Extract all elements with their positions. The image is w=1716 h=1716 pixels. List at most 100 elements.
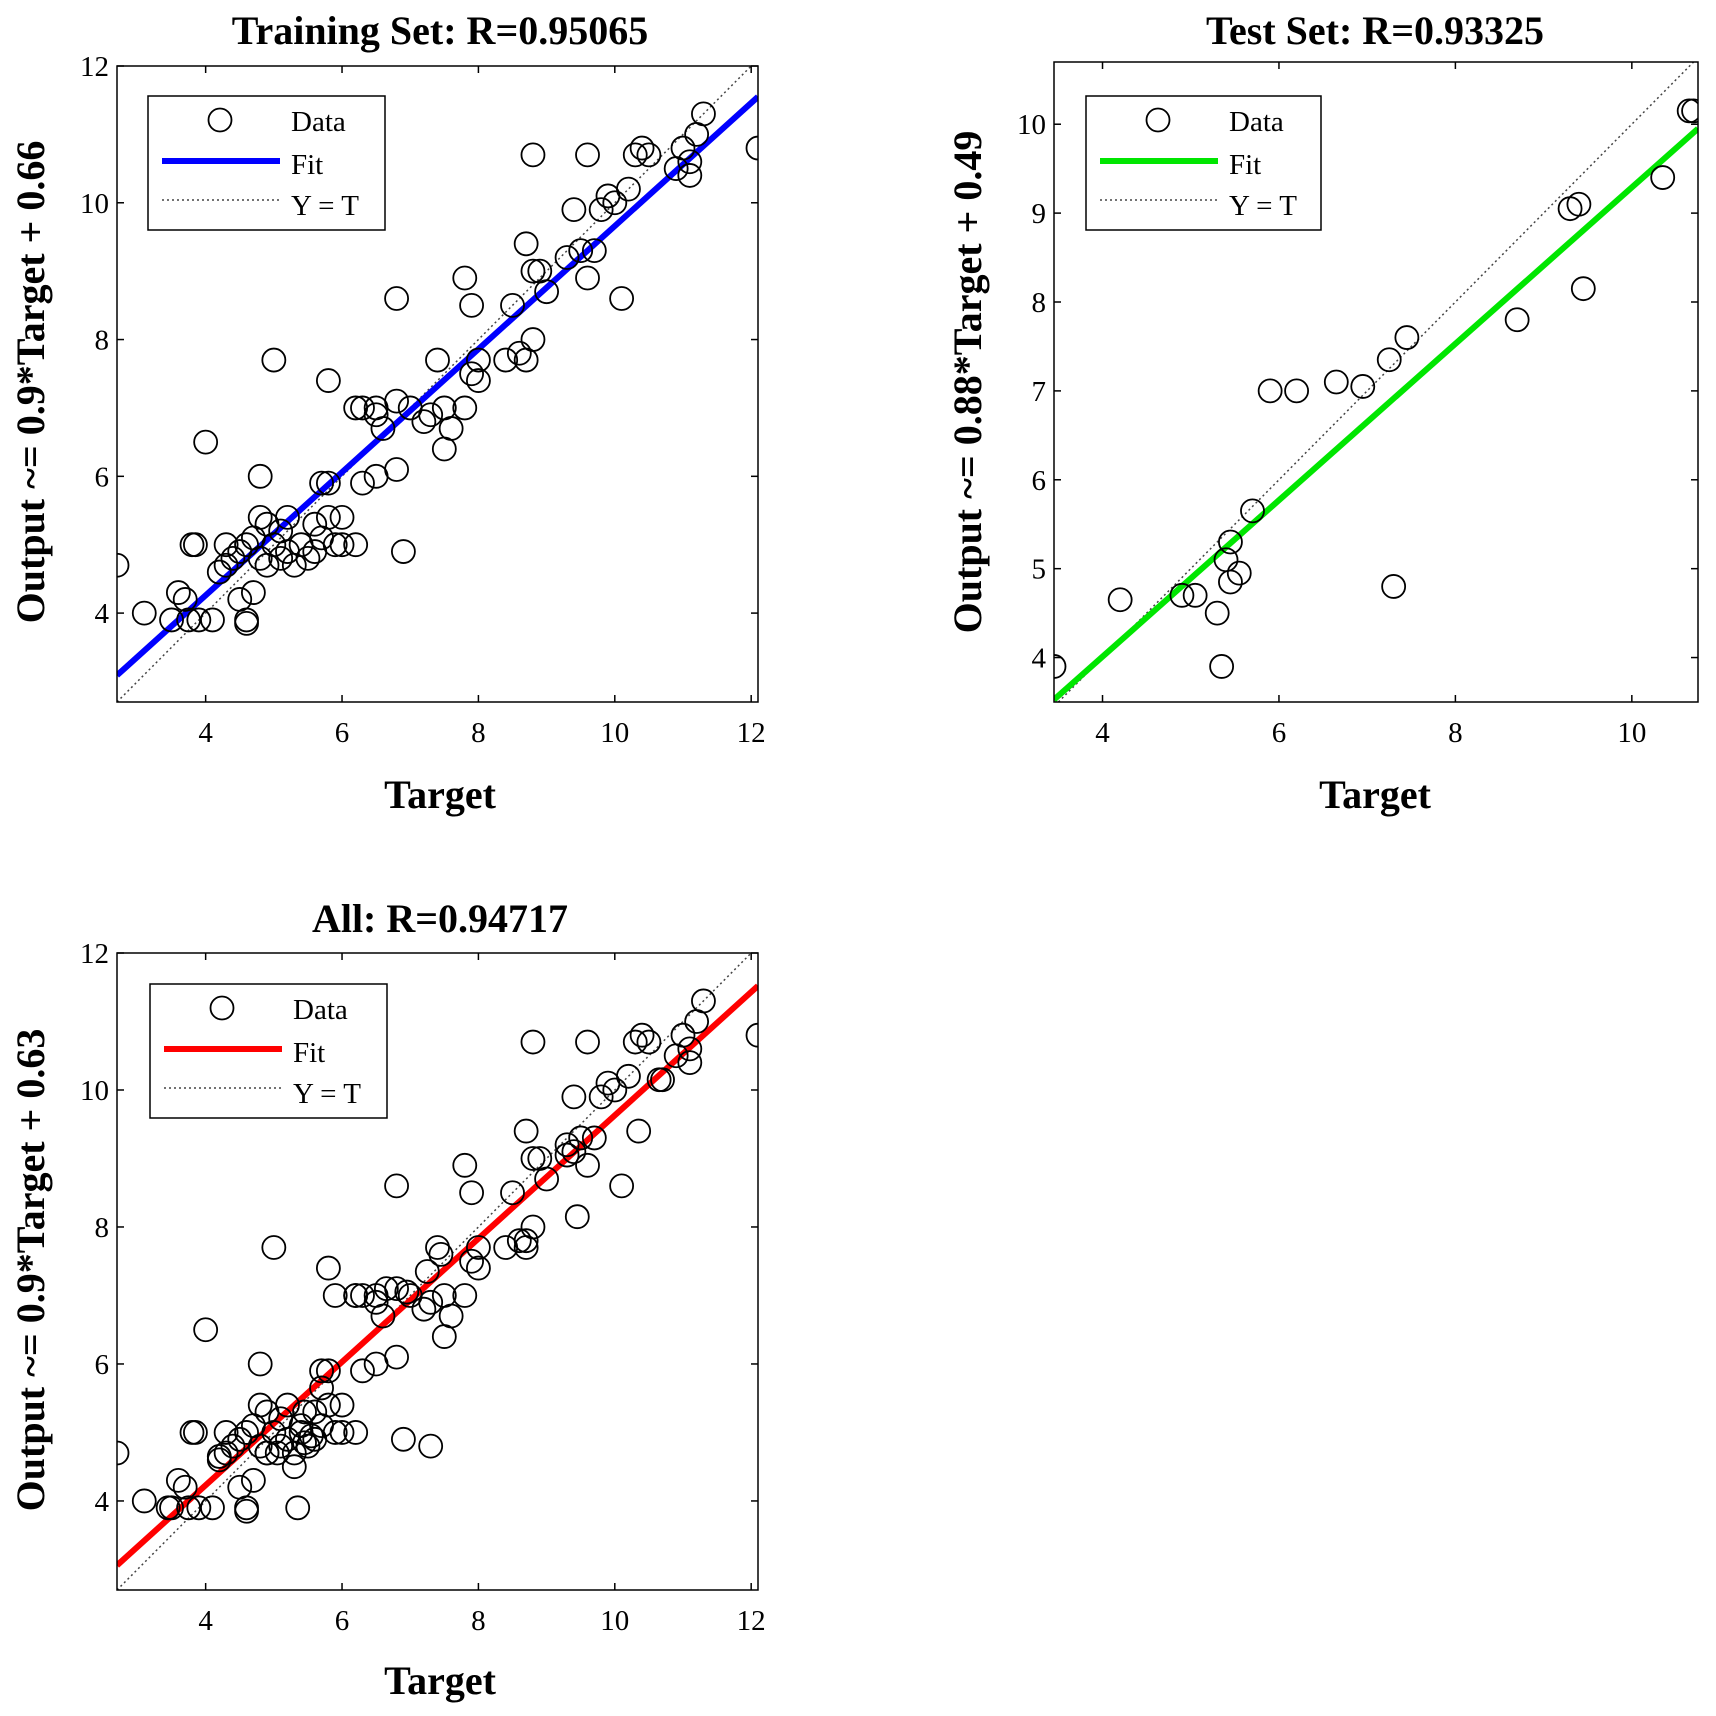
x-tick-label: 10 xyxy=(600,1605,629,1637)
data-point xyxy=(466,1255,491,1281)
data-point xyxy=(391,1426,416,1452)
data-point xyxy=(322,1420,348,1445)
data-point xyxy=(247,1351,273,1377)
data-point xyxy=(350,470,375,496)
data-point xyxy=(285,1495,311,1521)
data-point xyxy=(1323,369,1349,395)
data-point xyxy=(384,1344,409,1370)
data-point xyxy=(131,1488,157,1514)
data-point xyxy=(452,1152,478,1178)
y-tick-label: 12 xyxy=(80,51,109,83)
data-point xyxy=(373,1276,399,1302)
legend-label: Data xyxy=(1229,106,1284,138)
data-point xyxy=(131,600,157,626)
data-point xyxy=(677,1050,703,1075)
data-point xyxy=(670,135,696,161)
data-point xyxy=(459,1248,484,1274)
data-point xyxy=(520,142,546,168)
data-point xyxy=(466,347,491,373)
data-point xyxy=(155,1495,181,1521)
data-point xyxy=(493,347,519,373)
data-point xyxy=(414,1259,440,1284)
data-point xyxy=(234,610,259,636)
data-point xyxy=(213,1440,239,1466)
data-point xyxy=(261,347,287,373)
data-point xyxy=(302,1399,328,1425)
data-point xyxy=(564,1204,590,1230)
data-point xyxy=(247,545,273,571)
data-point xyxy=(1376,347,1402,373)
data-point xyxy=(213,532,239,558)
y-tick-label: 4 xyxy=(95,598,110,630)
data-point xyxy=(1650,165,1676,190)
data-point xyxy=(315,368,341,393)
data-point xyxy=(459,292,484,318)
data-point xyxy=(247,1433,273,1459)
data-point xyxy=(292,1399,317,1425)
y-tick-label: 12 xyxy=(80,938,109,970)
data-point xyxy=(438,416,464,441)
data-point xyxy=(1257,378,1283,404)
y-tick-label: 8 xyxy=(1032,287,1047,319)
data-point xyxy=(350,1358,375,1384)
data-point xyxy=(425,1235,450,1260)
data-point xyxy=(677,1036,703,1062)
data-point xyxy=(1681,98,1698,124)
data-point xyxy=(391,539,416,564)
all-panel: All: R=0.94717 Target Output ~= 0.9*Targ… xyxy=(8,896,766,1703)
data-point xyxy=(329,1420,355,1445)
data-point xyxy=(264,1440,290,1466)
data-point xyxy=(363,402,389,428)
data-point xyxy=(165,1468,191,1493)
data-point xyxy=(636,1029,662,1055)
data-point xyxy=(581,238,607,264)
data-point xyxy=(506,1228,532,1254)
data-point xyxy=(315,504,341,530)
data-point xyxy=(411,1296,437,1322)
data-point xyxy=(1284,378,1310,404)
data-point xyxy=(247,463,273,489)
x-axis-label: Target xyxy=(384,1658,497,1703)
x-tick-label: 4 xyxy=(198,717,213,749)
y-tick-label: 6 xyxy=(95,1349,110,1381)
x-tick-label: 12 xyxy=(737,1605,766,1637)
plot-content xyxy=(1054,62,1698,702)
data-point xyxy=(452,395,478,421)
data-point xyxy=(418,1433,444,1459)
data-point xyxy=(466,368,491,393)
data-point xyxy=(520,1214,546,1240)
data-point xyxy=(629,1022,655,1048)
data-point xyxy=(1218,569,1243,595)
data-point xyxy=(561,1084,587,1110)
data-point xyxy=(452,1283,478,1308)
data-point xyxy=(513,1118,539,1144)
data-point xyxy=(220,1433,246,1459)
data-point xyxy=(384,286,409,311)
legend-data-marker xyxy=(207,107,233,133)
legend-label: Data xyxy=(293,994,348,1026)
data-point xyxy=(500,292,525,318)
data-point xyxy=(425,347,450,373)
data-point xyxy=(636,142,662,168)
x-tick-label: 6 xyxy=(1272,717,1287,749)
data-point xyxy=(1169,582,1195,608)
data-point xyxy=(520,1146,546,1171)
legend: Data Fit Y = T xyxy=(149,983,388,1119)
data-point xyxy=(554,1132,580,1158)
data-point xyxy=(183,532,208,558)
data-point xyxy=(745,1022,758,1048)
data-point xyxy=(268,545,294,571)
data-point xyxy=(394,1279,420,1305)
data-point xyxy=(117,552,130,578)
data-point xyxy=(1218,529,1243,555)
data-point xyxy=(459,361,484,387)
data-point xyxy=(350,395,375,421)
data-point xyxy=(309,470,334,496)
data-point xyxy=(622,142,648,168)
data-point xyxy=(234,1420,259,1445)
data-point xyxy=(384,457,409,482)
data-point xyxy=(588,197,614,223)
y-tick-label: 8 xyxy=(95,325,110,357)
data-point xyxy=(261,1235,287,1260)
data-point xyxy=(418,1289,444,1315)
